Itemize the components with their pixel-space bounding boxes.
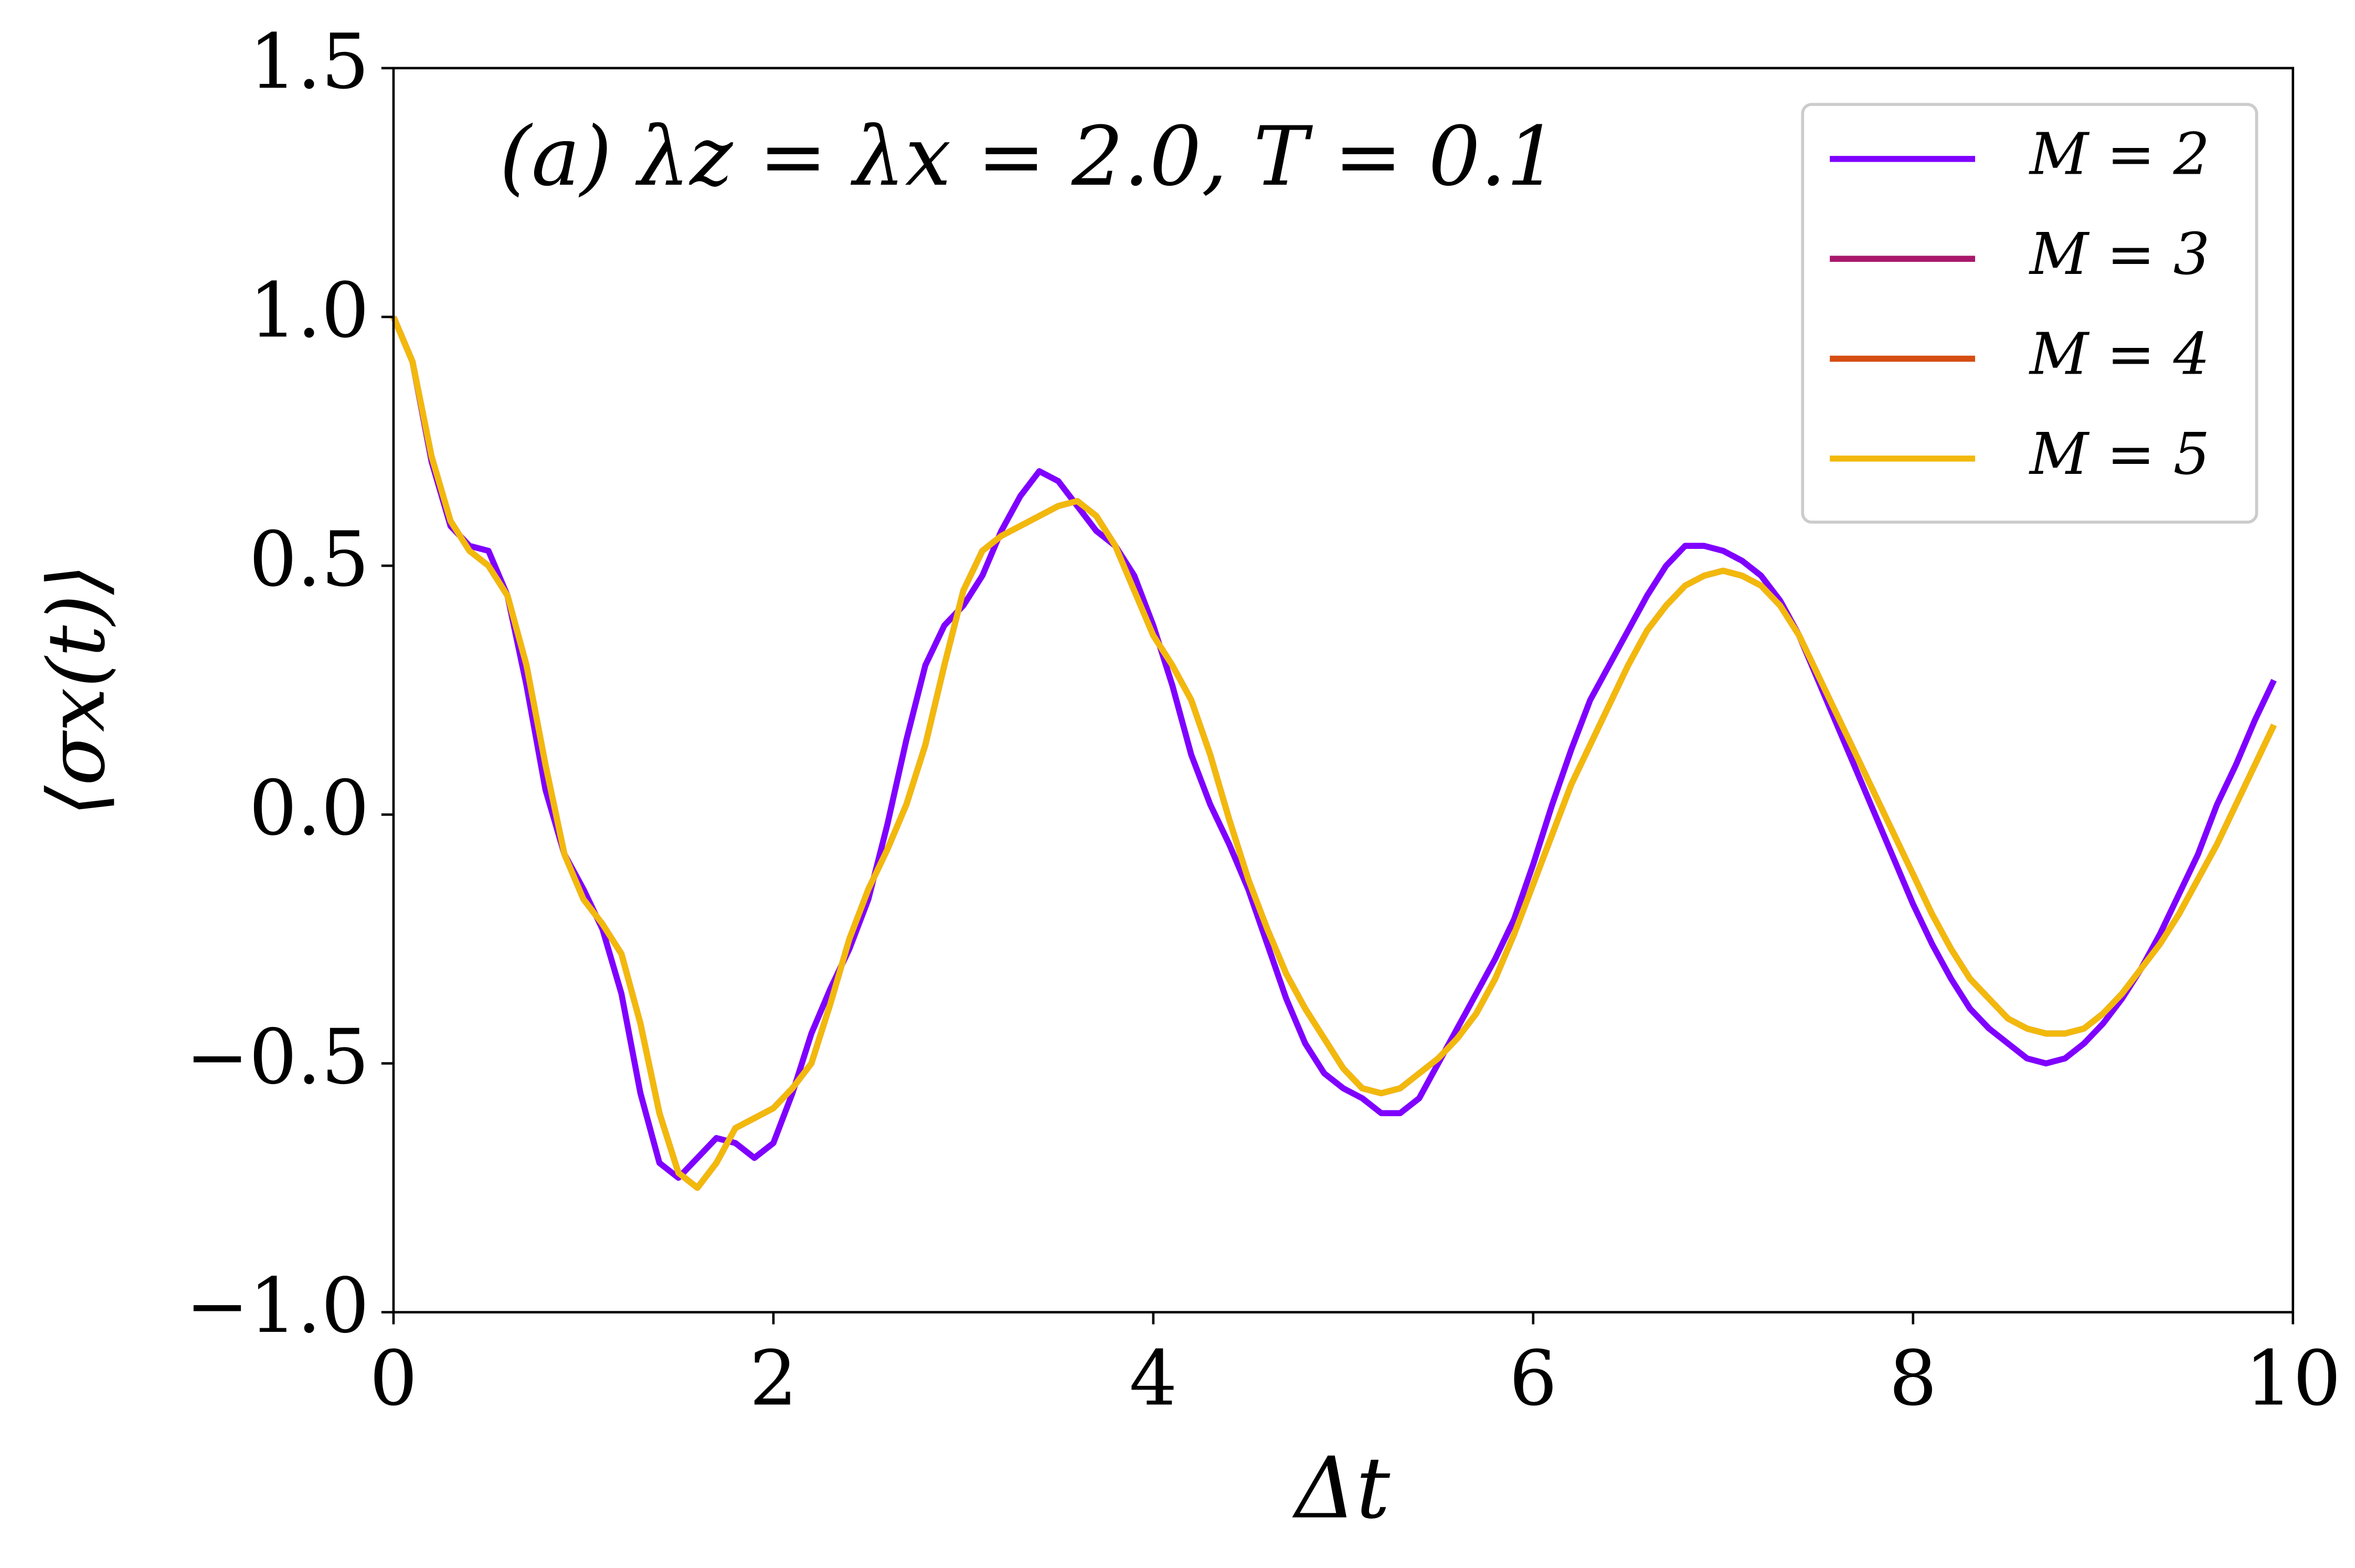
x-tick-label: 2	[749, 1335, 798, 1423]
y-tick-label: −0.5	[186, 1013, 369, 1101]
y-tick-label: −1.0	[186, 1262, 369, 1350]
plot-frame	[392, 67, 2295, 1313]
y-tick-label: 1.0	[249, 267, 369, 355]
annotation: (a) λz = λx = 2.0, T = 0.1	[500, 109, 1558, 204]
legend-label: M = 2	[2029, 121, 2210, 188]
series-line	[390, 315, 2277, 1181]
series-line	[390, 315, 2277, 1191]
x-tick-label: 8	[1889, 1335, 1937, 1423]
x-axis-label: Δt	[1292, 1439, 1391, 1538]
y-tick-label: 0.0	[249, 765, 369, 853]
legend-label: M = 5	[2029, 420, 2210, 488]
x-tick-label: 4	[1129, 1335, 1178, 1423]
y-tick-label: 1.5	[249, 18, 369, 106]
y-axis-label: ⟨σx(t)⟩	[31, 564, 123, 817]
legend-label: M = 4	[2029, 320, 2210, 387]
x-tick-label: 10	[2245, 1335, 2341, 1423]
legend-box	[1801, 103, 2258, 524]
legend-label: M = 3	[2029, 220, 2210, 288]
x-tick-label: 6	[1509, 1335, 1557, 1423]
y-tick-label: 0.5	[249, 516, 369, 604]
x-tick-label: 0	[369, 1335, 418, 1423]
